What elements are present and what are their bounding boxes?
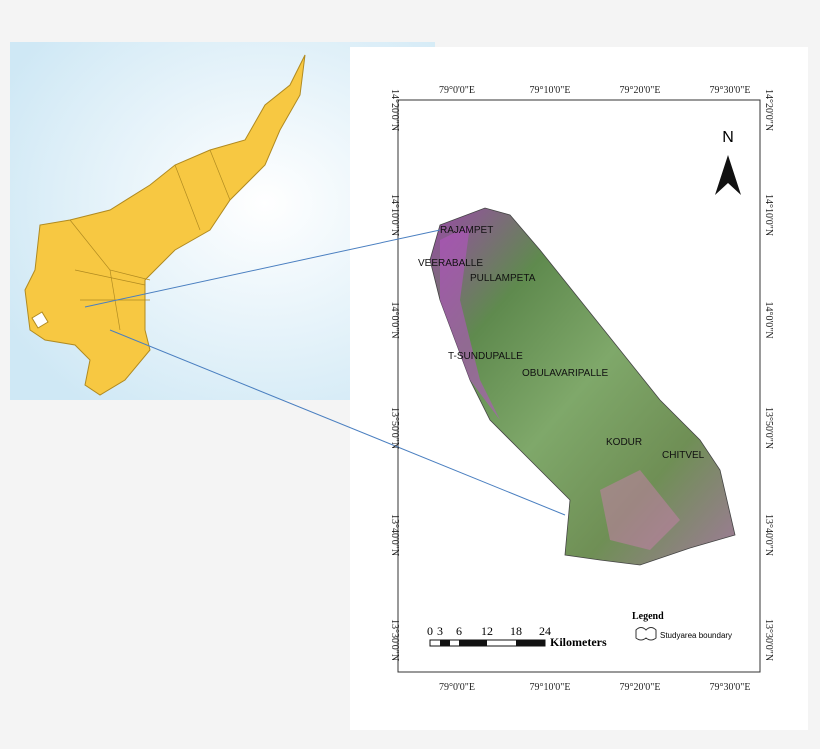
- latitude-label: 14°0'0"N: [763, 301, 774, 338]
- north-arrow: [715, 155, 741, 195]
- place-label: RAJAMPET: [440, 225, 493, 236]
- latitude-label: 13°30'0"N: [763, 619, 774, 661]
- place-label: CHITVEL: [662, 450, 705, 461]
- place-label: KODUR: [606, 437, 642, 448]
- scale-tick-label: 3: [437, 624, 443, 638]
- terrain-patch: [440, 225, 500, 420]
- longitude-label: 79°0'0"E: [439, 682, 475, 693]
- study-area: [429, 207, 736, 566]
- scale-unit: Kilometers: [550, 635, 607, 649]
- longitude-label: 79°30'0"E: [710, 682, 751, 693]
- latitude-label: 14°20'0"N: [763, 89, 774, 131]
- map-frame: [397, 99, 761, 673]
- scale-tick-label: 24: [539, 624, 551, 638]
- latitude-label: 14°10'0"N: [389, 194, 400, 236]
- scale-segment: [440, 640, 450, 646]
- longitude-label: 79°10'0"E: [530, 85, 571, 96]
- latitude-label: 13°40'0"N: [389, 514, 400, 556]
- scale-tick-label: 12: [481, 624, 493, 638]
- state-map: [24, 54, 306, 396]
- place-label: T-SUNDUPALLE: [448, 351, 523, 362]
- latitude-label: 14°20'0"N: [389, 89, 400, 131]
- enclave: [31, 311, 49, 329]
- north-label: N: [722, 129, 734, 146]
- longitude-label: 79°20'0"E: [620, 85, 661, 96]
- longitude-label: 79°20'0"E: [620, 682, 661, 693]
- latitude-label: 13°40'0"N: [763, 514, 774, 556]
- place-label: VEERABALLE: [418, 258, 483, 269]
- legend-title: Legend: [632, 611, 664, 622]
- scale-tick-label: 18: [510, 624, 522, 638]
- leader-line: [84, 229, 441, 308]
- terrain-patch: [600, 470, 680, 550]
- place-label: PULLAMPETA: [470, 273, 536, 284]
- scale-segment: [516, 640, 545, 646]
- legend-entry: Studyarea boundary: [660, 631, 732, 640]
- legend-symbol: [635, 627, 657, 641]
- latitude-label: 13°30'0"N: [389, 619, 400, 661]
- longitude-label: 79°30'0"E: [710, 85, 751, 96]
- place-label: OBULAVARIPALLE: [522, 368, 608, 379]
- latitude-label: 14°10'0"N: [763, 194, 774, 236]
- latitude-label: 14°0'0"N: [389, 301, 400, 338]
- longitude-label: 79°10'0"E: [530, 682, 571, 693]
- longitude-label: 79°0'0"E: [439, 85, 475, 96]
- latitude-label: 13°50'0"N: [763, 407, 774, 449]
- leader-line: [109, 329, 566, 516]
- scale-tick-label: 6: [456, 624, 462, 638]
- latitude-label: 13°50'0"N: [389, 407, 400, 449]
- scale-tick-label: 0: [427, 624, 433, 638]
- scale-segment: [459, 640, 487, 646]
